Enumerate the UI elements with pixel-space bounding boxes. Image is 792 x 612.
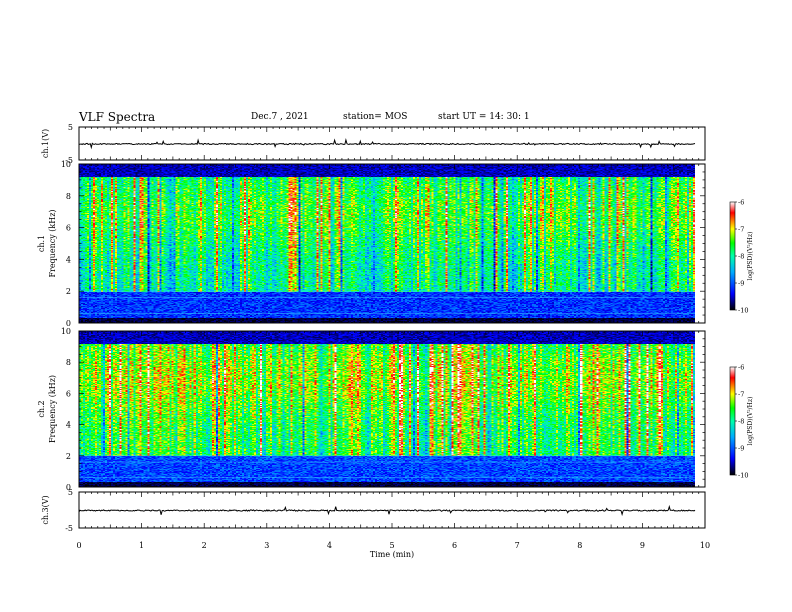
y-axis-label: ch.1(V) — [41, 129, 50, 158]
y-axis-label: Frequency (kHz) — [48, 375, 57, 443]
x-tick-label: 1 — [139, 541, 144, 550]
colorbar-label: log(PSD)(V²/Hz) — [747, 232, 754, 281]
ch1-waveform-trace — [78, 138, 696, 150]
colorbar-tick-label: -9 — [738, 280, 744, 288]
x-tick-label: 9 — [640, 541, 645, 550]
x-tick-label: 10 — [700, 541, 710, 550]
y-tick-label: 10 — [61, 327, 71, 336]
colorbar-tick-label: -10 — [738, 307, 748, 315]
x-tick-label: 5 — [389, 541, 394, 550]
colorbar-tick-label: -6 — [738, 199, 744, 207]
x-tick-label: 6 — [452, 541, 457, 550]
y-tick-label: -5 — [65, 524, 73, 533]
ch2-spectrogram-image — [79, 331, 695, 487]
x-tick-label: 4 — [327, 541, 332, 550]
y-tick-label: 5 — [68, 488, 73, 497]
colorbar — [729, 201, 736, 311]
colorbar-tick-label: -6 — [738, 364, 744, 372]
colorbar-tick-label: -9 — [738, 445, 744, 453]
colorbar-tick-label: -8 — [738, 418, 744, 426]
y-axis-label: Frequency (kHz) — [48, 209, 57, 277]
y-tick-label: -5 — [65, 156, 73, 165]
colorbar-tick-label: -8 — [738, 253, 744, 261]
y-tick-label: 0 — [66, 319, 71, 328]
colorbar-label: log(PSD)(V²/Hz) — [747, 397, 754, 446]
ch1-spectrogram-image — [79, 164, 695, 323]
y-tick-label: 5 — [68, 123, 73, 132]
channel-label: ch.2 — [37, 400, 46, 417]
y-tick-label: 4 — [66, 421, 71, 430]
colorbar-tick-label: -7 — [738, 391, 744, 399]
y-tick-label: 6 — [66, 224, 71, 233]
x-tick-label: 8 — [577, 541, 582, 550]
colorbar — [729, 366, 736, 476]
x-tick-label: 7 — [515, 541, 520, 550]
y-tick-label: 6 — [66, 389, 71, 398]
ch3-waveform-trace — [78, 504, 696, 517]
y-tick-label: 0 — [66, 483, 71, 492]
x-tick-label: 0 — [76, 541, 81, 550]
chart-title: VLF Spectra — [79, 110, 156, 124]
colorbar-tick-label: -7 — [738, 226, 744, 234]
y-tick-label: 2 — [66, 287, 71, 296]
x-tick-label: 2 — [202, 541, 207, 550]
date-label: Dec.7 , 2021 — [251, 112, 309, 122]
y-tick-label: 8 — [66, 358, 71, 367]
y-tick-label: 10 — [61, 160, 71, 169]
start-time-label: start UT = 14: 30: 1 — [438, 112, 530, 122]
y-tick-label: 4 — [66, 255, 71, 264]
x-axis-label: Time (min) — [370, 550, 414, 559]
y-tick-label: 8 — [66, 192, 71, 201]
channel-label: ch.1 — [37, 235, 46, 252]
station-label: station= MOS — [343, 112, 408, 122]
x-tick-label: 3 — [264, 541, 269, 550]
colorbar-tick-label: -10 — [738, 472, 748, 480]
y-axis-label: ch.3(V) — [41, 495, 50, 524]
y-tick-label: 2 — [66, 452, 71, 461]
